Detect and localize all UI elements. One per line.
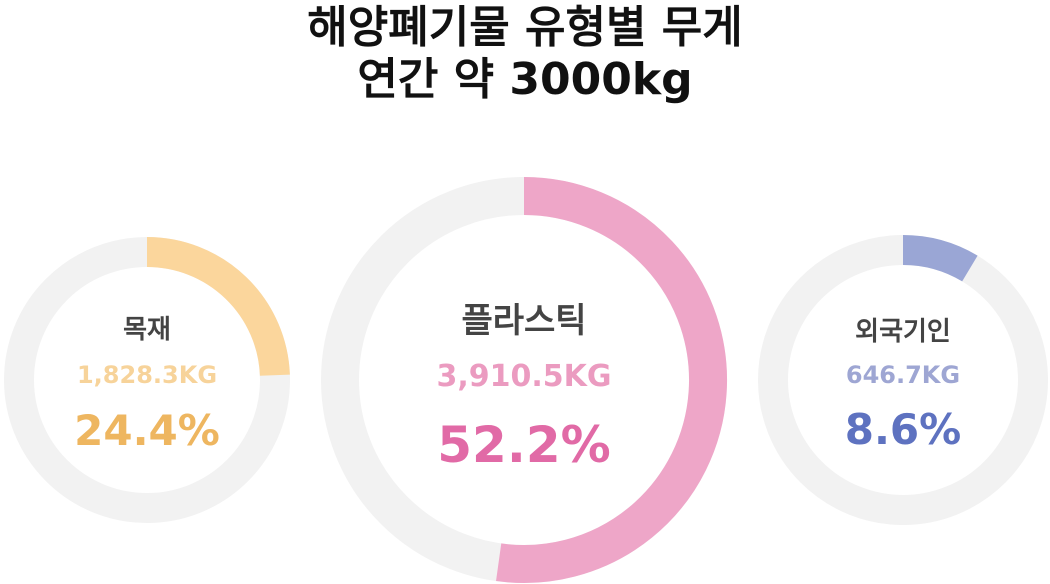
category-label-foreign: 외국기인 xyxy=(855,317,951,347)
percent-label-foreign: 8.6% xyxy=(845,405,961,454)
weight-label-foreign: 646.7KG xyxy=(846,361,960,389)
chart-title-line-2: 연간 약 3000kg xyxy=(357,54,693,105)
donut-slice-wood xyxy=(146,237,290,377)
donut-slice-foreign xyxy=(902,235,978,282)
donut-foreign: 외국기인 646.7KG 8.6% xyxy=(758,235,1048,525)
donut-wood: 목재 1,828.3KG 24.4% xyxy=(4,237,290,523)
category-label-plastic: 플라스틱 xyxy=(461,301,586,341)
chart-title-line-1: 해양폐기물 유형별 무게 xyxy=(307,2,743,53)
weight-label-wood: 1,828.3KG xyxy=(77,361,217,389)
percent-label-plastic: 52.2% xyxy=(437,416,610,474)
category-label-wood: 목재 xyxy=(123,315,171,345)
donut-plastic: 플라스틱 3,910.5KG 52.2% xyxy=(321,177,728,583)
weight-label-plastic: 3,910.5KG xyxy=(436,359,611,394)
percent-label-wood: 24.4% xyxy=(74,406,220,455)
donut-slice-plastic xyxy=(496,177,728,583)
